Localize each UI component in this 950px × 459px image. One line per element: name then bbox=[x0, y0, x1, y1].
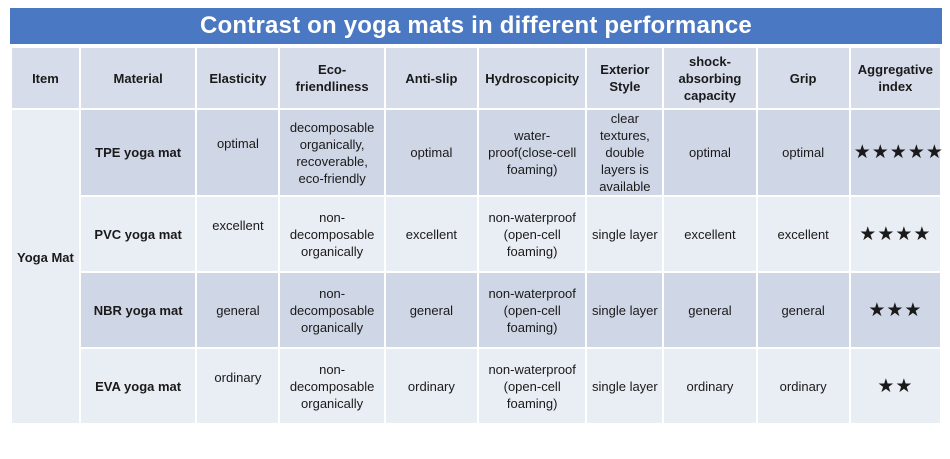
item-cell: Yoga Mat bbox=[12, 110, 79, 423]
table-row: Yoga Mat TPE yoga mat optimal decomposab… bbox=[12, 110, 943, 423]
hydro-cell: non-waterproof (open-cell foaming) bbox=[478, 273, 586, 347]
header-material: Material bbox=[80, 48, 196, 108]
material-cell: EVA yoga mat bbox=[80, 349, 196, 423]
exterior-cell: single layer bbox=[587, 197, 663, 271]
header-aggregative-index: Aggregative index bbox=[850, 48, 940, 108]
shock-cell: excellent bbox=[664, 197, 756, 271]
grip-cell: general bbox=[757, 273, 849, 347]
material-cell: TPE yoga mat bbox=[80, 110, 196, 195]
antislip-cell: general bbox=[385, 273, 477, 347]
exterior-cell: single layer bbox=[587, 349, 663, 423]
header-eco-friendliness: Eco-friendliness bbox=[280, 48, 384, 108]
grip-cell: excellent bbox=[757, 197, 849, 271]
exterior-cell: single layer bbox=[587, 273, 663, 347]
eco-cell: non-decomposable organically bbox=[280, 349, 384, 423]
elasticity-cell: optimal bbox=[197, 110, 279, 195]
exterior-cell: clear textures, double layers is availab… bbox=[587, 110, 663, 195]
item-label: Yoga Mat bbox=[17, 250, 74, 265]
eco-cell: non-decomposable organically bbox=[280, 197, 384, 271]
rating-stars: ★★★★★ bbox=[850, 110, 943, 195]
elasticity-value: optimal bbox=[216, 136, 259, 151]
elasticity-cell: general bbox=[197, 273, 279, 347]
rating-stars: ★★ bbox=[850, 349, 940, 423]
table-row: NBR yoga mat general non-decomposable or… bbox=[12, 273, 940, 347]
rating-stars: ★★★★ bbox=[850, 197, 940, 271]
rating-stars: ★★★ bbox=[850, 273, 940, 347]
comparison-document: Contrast on yoga mats in different perfo… bbox=[10, 8, 943, 425]
hydro-cell: non-waterproof (open-cell foaming) bbox=[478, 197, 586, 271]
shock-cell: optimal bbox=[664, 110, 756, 195]
shock-cell: ordinary bbox=[664, 349, 756, 423]
shock-cell: general bbox=[664, 273, 756, 347]
elasticity-value: excellent bbox=[212, 217, 264, 233]
material-cell: PVC yoga mat bbox=[80, 197, 196, 271]
header-exterior-style: Exterior Style bbox=[587, 48, 663, 108]
header-shock-absorbing: shock-absorbing capacity bbox=[664, 48, 756, 108]
header-row: Item Material Elasticity Eco-friendlines… bbox=[12, 48, 940, 108]
material-cell: NBR yoga mat bbox=[80, 273, 196, 347]
header-hydroscopicity: Hydroscopicity bbox=[478, 48, 586, 108]
comparison-table: Item Material Elasticity Eco-friendlines… bbox=[10, 46, 943, 425]
header-grip: Grip bbox=[757, 48, 849, 108]
grip-cell: optimal bbox=[757, 110, 849, 195]
elasticity-cell: excellent bbox=[197, 197, 279, 271]
grip-cell: ordinary bbox=[757, 349, 849, 423]
header-item: Item bbox=[12, 48, 79, 108]
table-row: EVA yoga mat ordinary non-decomposable o… bbox=[12, 349, 940, 423]
antislip-cell: excellent bbox=[385, 197, 477, 271]
table-title: Contrast on yoga mats in different perfo… bbox=[10, 8, 942, 44]
header-anti-slip: Anti-slip bbox=[385, 48, 477, 108]
eco-cell: non-decomposable organically bbox=[280, 273, 384, 347]
antislip-cell: optimal bbox=[385, 110, 477, 195]
table-row: PVC yoga mat excellent non-decomposable … bbox=[12, 197, 940, 271]
elasticity-value: ordinary bbox=[214, 369, 262, 385]
eco-cell: decomposable organically, recoverable, e… bbox=[280, 110, 384, 195]
hydro-cell: water-proof(close-cell foaming) bbox=[478, 110, 586, 195]
antislip-cell: ordinary bbox=[385, 349, 477, 423]
elasticity-cell: ordinary bbox=[197, 349, 279, 423]
hydro-cell: non-waterproof (open-cell foaming) bbox=[478, 349, 586, 423]
header-elasticity: Elasticity bbox=[197, 48, 279, 108]
